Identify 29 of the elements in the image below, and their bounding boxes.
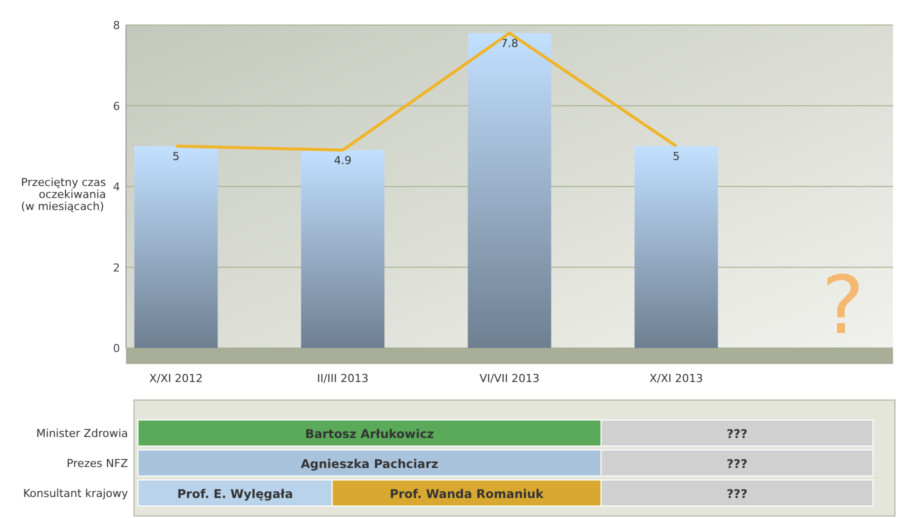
y-tick-label: 8 bbox=[113, 19, 120, 32]
data-label: 5 bbox=[672, 150, 680, 164]
annotation: ? bbox=[822, 259, 864, 352]
bar bbox=[468, 33, 552, 348]
y-tick-label: 4 bbox=[113, 180, 120, 194]
x-tick-label: X/XI 2013 bbox=[649, 372, 703, 385]
data-label: 4.9 bbox=[334, 154, 352, 168]
bar bbox=[134, 146, 218, 348]
data-label: Prof. E. Wylęgała bbox=[177, 487, 293, 501]
bar bbox=[301, 150, 384, 348]
y-tick-label: 6 bbox=[113, 100, 120, 113]
y-axis-title: Przeciętny czas oczekiwania (w miesiącach) bbox=[21, 176, 106, 213]
x-tick-label: X/XI 2012 bbox=[149, 372, 203, 385]
data-label: Bartosz Arłukowicz bbox=[305, 427, 434, 441]
data-label: 7.8 bbox=[500, 37, 518, 50]
y-tick-label: 2 bbox=[113, 261, 120, 274]
bar bbox=[634, 146, 718, 348]
data-label: 5 bbox=[172, 150, 180, 164]
data-label: Agnieszka Pachciarz bbox=[300, 457, 438, 471]
data-label: ??? bbox=[726, 457, 748, 471]
x-tick-label: VI/VII 2013 bbox=[480, 372, 540, 385]
data-label: ??? bbox=[726, 487, 748, 501]
data-label: Prof. Wanda Romaniuk bbox=[390, 487, 545, 501]
category-label: Prezes NFZ bbox=[66, 457, 128, 470]
x-tick-label: II/III 2013 bbox=[317, 372, 368, 385]
data-label: ??? bbox=[726, 427, 748, 441]
y-tick-label: 0 bbox=[113, 342, 120, 355]
category-label: Konsultant krajowy bbox=[23, 487, 128, 500]
category-label: Minister Zdrowia bbox=[36, 427, 128, 440]
